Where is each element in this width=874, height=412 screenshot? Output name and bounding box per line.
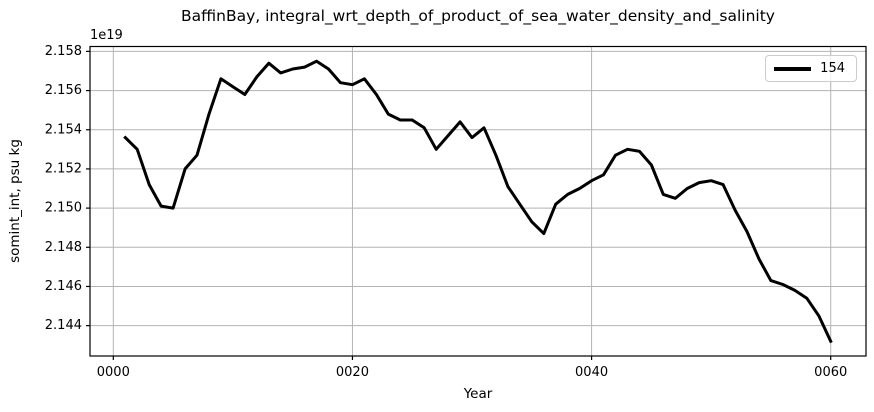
y-tick-label: 2.150 — [45, 201, 82, 216]
data-line-154 — [123, 59, 833, 344]
y-axis-offset-multiplier: 1e19 — [90, 28, 123, 43]
y-tick-label: 2.154 — [45, 122, 82, 137]
y-tick-label: 2.156 — [45, 83, 82, 98]
chart-title: BaffinBay, integral_wrt_depth_of_product… — [181, 7, 775, 25]
x-tick-label: 0000 — [97, 365, 130, 380]
axes-spines — [89, 45, 867, 357]
y-tick-label: 2.146 — [45, 279, 82, 294]
legend: 154 — [765, 55, 857, 82]
y-tick-label: 2.158 — [45, 44, 82, 59]
x-tick-label: 0060 — [814, 365, 847, 380]
y-tick-label: 2.148 — [45, 240, 82, 255]
x-axis-label: Year — [463, 386, 493, 402]
legend-label: 154 — [820, 61, 845, 76]
x-tick-label: 0020 — [336, 365, 369, 380]
y-tick-label: 2.144 — [45, 318, 82, 333]
y-axis-label: somint_int, psu kg — [7, 139, 23, 263]
x-tick-label: 0040 — [575, 365, 608, 380]
legend-line-icon — [774, 66, 812, 71]
y-tick-label: 2.152 — [45, 161, 82, 176]
